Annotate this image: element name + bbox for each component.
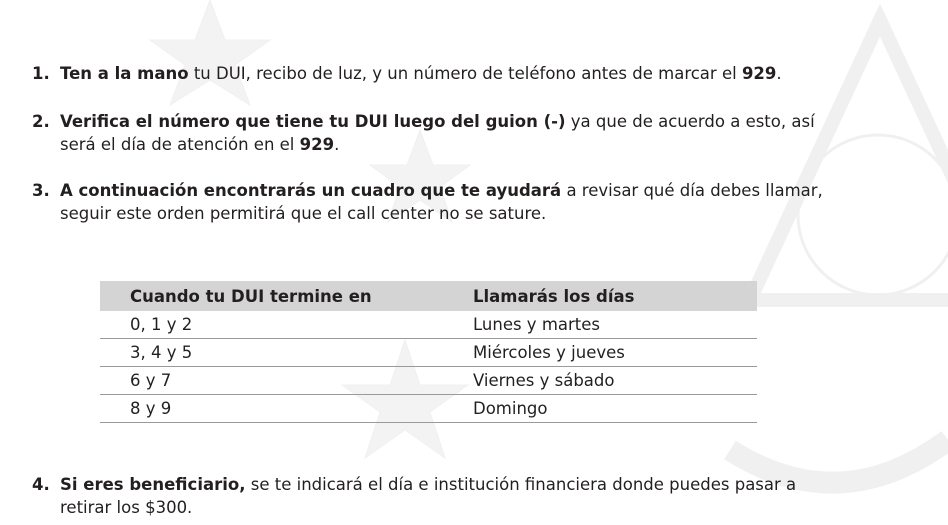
item-bold-text: Si eres beneficiario, [60,475,246,494]
table-row: 3, 4 y 5 Miércoles y jueves [100,339,757,367]
instruction-item-3: 3. A continuación encontrarás un cuadro … [32,179,852,225]
dui-digits: 6 y 7 [130,371,172,390]
instruction-item-1: 1. Ten a la mano tu DUI, recibo de luz, … [32,62,852,85]
header-dui-ending: Cuando tu DUI termine en [130,286,372,306]
item-text: tu DUI, recibo de luz, y un número de te… [188,64,742,83]
instruction-item-4: 4. Si eres beneficiario, se te indicará … [32,473,852,519]
dui-digits: 8 y 9 [130,399,172,418]
item-text: a revisar qué día debes llamar, seguir e… [60,181,823,223]
item-text: ya que de acuerdo a esto, así será el dí… [60,112,815,154]
header-call-days: Llamarás los días [473,286,635,306]
phone-number: 929 [741,64,777,83]
table-row: 8 y 9 Domingo [100,395,757,423]
item-number: 2. [32,112,50,131]
item-text-end: . [334,135,340,154]
item-text-end: . [776,64,782,83]
call-days: Miércoles y jueves [473,343,625,362]
table-row: 0, 1 y 2 Lunes y martes [100,311,757,339]
star-watermark [340,338,470,460]
call-days: Viernes y sábado [473,371,615,390]
item-number: 1. [32,64,50,83]
phone-number: 929 [299,135,335,154]
item-bold-text: Ten a la mano [60,64,189,83]
call-days: Lunes y martes [473,315,601,334]
item-text: se te indicará el día e institución fina… [60,475,797,517]
table-row: 6 y 7 Viernes y sábado [100,367,757,395]
dui-digits: 0, 1 y 2 [130,315,193,334]
table-header: Cuando tu DUI termine en Llamarás los dí… [100,281,757,311]
schedule-table: Cuando tu DUI termine en Llamarás los dí… [100,281,757,423]
seal-circle [796,133,948,297]
call-days: Domingo [473,399,548,418]
item-number: 3. [32,181,50,200]
star-watermark [148,0,272,107]
star-watermark [368,128,472,224]
item-bold-text: Verifica el número que tiene tu DUI lueg… [60,112,566,131]
dui-digits: 3, 4 y 5 [130,343,193,362]
triangle-watermark [739,3,948,307]
item-number: 4. [32,475,50,494]
item-bold-text: A continuación encontrarás un cuadro que… [60,181,562,200]
instruction-item-2: 2. Verifica el número que tiene tu DUI l… [32,110,852,156]
wreath-watermark [724,431,948,494]
